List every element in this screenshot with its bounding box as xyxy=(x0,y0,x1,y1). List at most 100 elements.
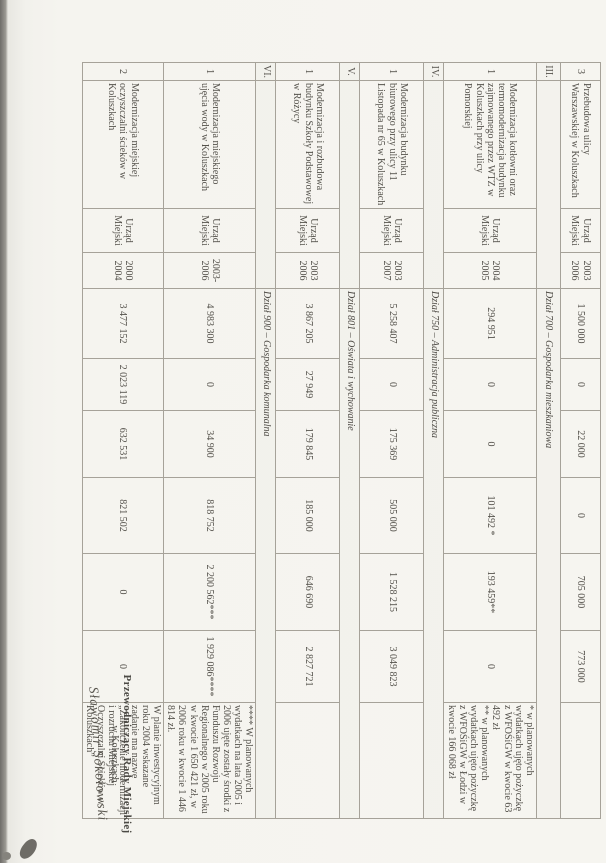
year-value: 2003- xyxy=(209,258,221,283)
cell-section-title: Dział 801 – Oświata i wychowanie xyxy=(340,288,360,819)
cell-unit: Urząd Miejski xyxy=(163,208,256,253)
section-row: VI. Dział 900 – Gospodarka komunalna xyxy=(256,62,276,819)
cell-task-name: Modernizacja budynku biurowego przy ulic… xyxy=(360,80,424,209)
year-value: 2007 xyxy=(381,260,392,281)
scan-left-edge-shadow xyxy=(0,0,8,863)
year-value: 2000 xyxy=(123,260,135,281)
cell-amount-1: 2 023 119 xyxy=(82,358,164,411)
cell-task-name: Modernizacja miejskiego ujęcia wody w Ko… xyxy=(163,80,256,209)
cell-amount-4: 2 200 562*** xyxy=(163,553,256,631)
cell-section-lp: V. xyxy=(340,62,360,81)
cell-task-name: Modernizacja i rozbudowa budynku Szkoły … xyxy=(276,80,340,209)
rotated-scan-content: 3 Przebudowa ulicy Warszawskiej w Koluszk… xyxy=(82,62,601,834)
cell-amount-1: 0 xyxy=(163,358,256,411)
cell-amount-4: 705 000 xyxy=(560,553,601,631)
cell-remarks xyxy=(360,702,424,819)
investment-table-body: 3 Przebudowa ulicy Warszawskiej w Koluszk… xyxy=(82,62,601,819)
cell-section-title: Dział 900 – Gospodarka komunalna xyxy=(256,288,276,819)
task-row: 1 Modernizacja kotłowni oraz termomoderni… xyxy=(444,62,537,819)
scan-corner-artifact xyxy=(16,836,41,862)
cell-task-name: Przebudowa ulicy Warszawskiej w Koluszka… xyxy=(560,80,601,209)
cell-amount-2: 22 000 xyxy=(560,410,601,478)
cell-amount-3: 505 000 xyxy=(360,477,424,554)
cell-amount-0: 1 500 000 xyxy=(560,288,601,359)
cell-section-lp: III. xyxy=(536,62,561,81)
cell-amount-5: 1 929 086**** xyxy=(163,630,256,703)
cell-amount-3: 101 492 * xyxy=(444,477,537,554)
cell-amount-5: 0 xyxy=(444,630,537,703)
cell-years: 2003 2006 xyxy=(560,252,601,289)
year-value: 2006 xyxy=(198,260,210,281)
investment-table: 3 Przebudowa ulicy Warszawskiej w Koluszk… xyxy=(82,62,601,819)
cell-amount-4: 1 528 215 xyxy=(360,553,424,631)
year-value: 2004 xyxy=(490,260,502,281)
cell-lp: 3 xyxy=(560,62,601,81)
year-value: 2003 xyxy=(392,260,404,281)
cell-unit: Urząd Miejski xyxy=(82,208,164,253)
year-value: 2006 xyxy=(569,260,581,281)
cell-amount-0: 3 477 152 xyxy=(82,288,164,359)
cell-amount-2: 0 xyxy=(444,410,537,478)
cell-lp: 1 xyxy=(163,62,256,81)
cell-lp: 2 xyxy=(82,62,164,81)
cell-amount-3: 818 752 xyxy=(163,477,256,554)
cell-section-lp: VI. xyxy=(256,62,276,81)
cell-remarks: * w planowanych wydatkach ujęto pożyczkę… xyxy=(444,702,537,819)
cell-amount-4: 0 xyxy=(82,553,164,631)
section-row: IV. Dział 750 – Administracja publiczna xyxy=(424,62,444,819)
cell-amount-3: 821 502 xyxy=(82,477,164,554)
cell-years: 2003 2006 xyxy=(276,252,340,289)
section-row: III. Dział 700 – Gospodarka mieszkaniowa xyxy=(536,62,561,819)
cell-remarks xyxy=(560,702,601,819)
cell-remarks xyxy=(276,702,340,819)
cell-amount-2: 179 845 xyxy=(276,410,340,478)
task-row: 1 Modernizacja miejskiego ujęcia wody w K… xyxy=(163,62,256,819)
cell-amount-1: 0 xyxy=(360,358,424,411)
cell-unit: Urząd Miejski xyxy=(276,208,340,253)
cell-amount-0: 3 867 205 xyxy=(276,288,340,359)
cell-amount-4: 646 690 xyxy=(276,553,340,631)
year-value: 2003 xyxy=(308,260,320,281)
year-value: 2003 xyxy=(580,260,592,281)
cell-section-spacer xyxy=(424,80,444,289)
signature-block: Przewodniczący Rady Miejskiej w Koluszka… xyxy=(86,654,133,854)
cell-amount-4: 193 459** xyxy=(444,553,537,631)
cell-task-name: Modernizacja kotłowni oraz termomoderniz… xyxy=(444,80,537,209)
cell-lp: 1 xyxy=(276,62,340,81)
cell-amount-1: 27 949 xyxy=(276,358,340,411)
cell-amount-0: 5 258 407 xyxy=(360,288,424,359)
cell-years: 2003- 2006 xyxy=(163,252,256,289)
cell-amount-2: 34 900 xyxy=(163,410,256,478)
cell-amount-3: 0 xyxy=(560,477,601,554)
cell-amount-0: 294 951 xyxy=(444,288,537,359)
cell-amount-5: 773 000 xyxy=(560,630,601,703)
cell-amount-1: 0 xyxy=(560,358,601,411)
year-value: 2006 xyxy=(297,260,308,281)
cell-section-spacer xyxy=(340,80,360,289)
cell-lp: 1 xyxy=(360,62,424,81)
cell-amount-5: 3 049 823 xyxy=(360,630,424,703)
cell-section-title: Dział 700 – Gospodarka mieszkaniowa xyxy=(536,288,561,819)
cell-amount-0: 4 983 300 xyxy=(163,288,256,359)
cell-unit: Urząd Miejski xyxy=(444,208,537,253)
cell-task-name: Modernizacja miejskiej oczyszczalni ście… xyxy=(82,80,164,209)
cell-unit: Urząd Miejski xyxy=(560,208,601,253)
cell-lp: 1 xyxy=(444,62,537,81)
cell-remarks: **** W planowanych wydatkach na lata 200… xyxy=(163,702,256,819)
cell-unit: Urząd Miejski xyxy=(360,208,424,253)
year-value: 2005 xyxy=(479,260,491,281)
task-row: 3 Przebudowa ulicy Warszawskiej w Koluszk… xyxy=(560,62,601,819)
section-row: V. Dział 801 – Oświata i wychowanie xyxy=(340,62,360,819)
cell-amount-3: 185 000 xyxy=(276,477,340,554)
task-row: 1 Modernizacja budynku biurowego przy uli… xyxy=(360,62,424,819)
cell-years: 2004 2005 xyxy=(444,252,537,289)
year-value: 2004 xyxy=(111,260,123,281)
cell-amount-2: 632 531 xyxy=(82,410,164,478)
task-row: 1 Modernizacja i rozbudowa budynku Szkoły… xyxy=(276,62,340,819)
cell-years: 2003 2007 xyxy=(360,252,424,289)
cell-years: 2000 2004 xyxy=(82,252,164,289)
scan-corner-dot xyxy=(2,852,11,860)
cell-section-spacer xyxy=(256,80,276,289)
cell-amount-1: 0 xyxy=(444,358,537,411)
